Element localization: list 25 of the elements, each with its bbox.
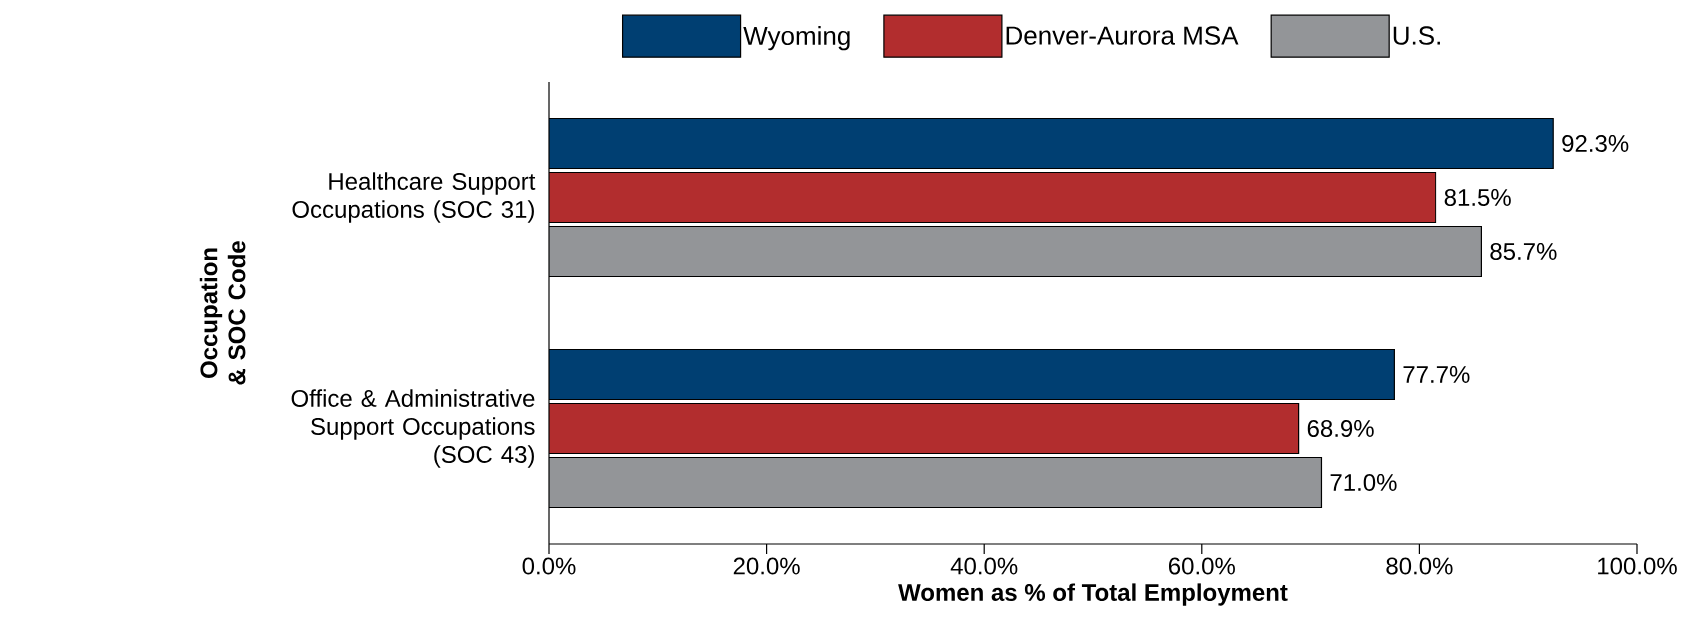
x-tick-label: 100.0% <box>1598 557 1677 575</box>
y-tick-label: Office & Administrative Support Occupations (SOC 43) <box>291 389 535 468</box>
x-tick-label: 0.0% <box>522 557 576 575</box>
x-tick-label: 60.0% <box>1168 557 1235 575</box>
y-tick-label: Healthcare Support Occupations (SOC 31) <box>292 172 536 223</box>
bar <box>549 456 1323 509</box>
bar <box>549 348 1395 401</box>
data-label: 92.3% <box>1562 135 1629 152</box>
x-tick-label: 80.0% <box>1386 557 1453 575</box>
data-label: 71.0% <box>1330 474 1397 491</box>
bar <box>549 171 1437 224</box>
data-label: 85.7% <box>1490 243 1557 260</box>
legend-label: Wyoming <box>743 26 850 51</box>
x-axis-title: Women as % of Total Employment <box>898 583 1288 606</box>
bar <box>549 225 1483 278</box>
y-axis-title: Occupation & SOC Code <box>199 241 246 385</box>
x-tick-label: 20.0% <box>733 557 800 575</box>
legend-label: U.S. <box>1393 26 1440 45</box>
data-label: 77.7% <box>1403 366 1470 383</box>
x-tick-label: 40.0% <box>950 557 1018 575</box>
bar <box>549 117 1554 170</box>
bar <box>549 402 1300 455</box>
data-label: 81.5% <box>1444 189 1511 206</box>
data-label: 68.9% <box>1307 420 1374 437</box>
legend-label: Denver-Aurora MSA <box>1006 26 1239 45</box>
